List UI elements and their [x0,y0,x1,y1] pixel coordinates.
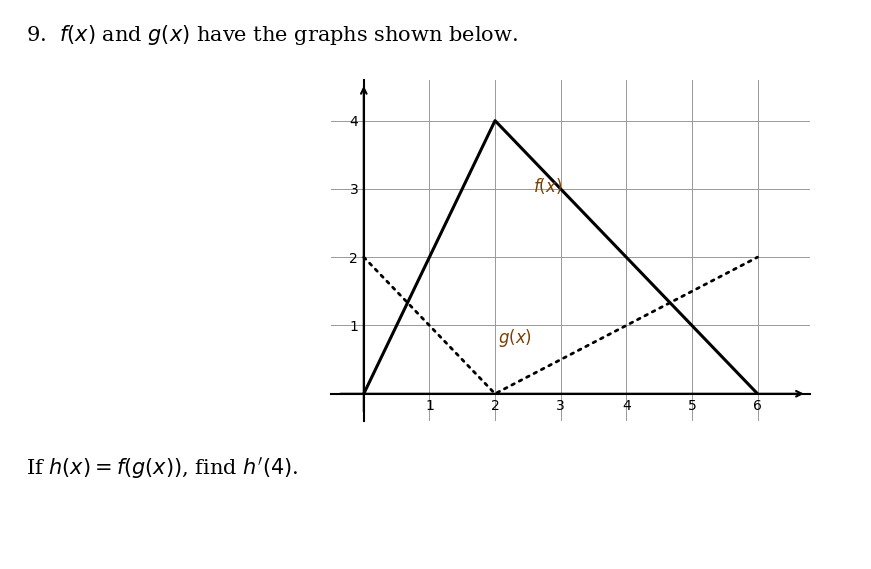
Text: If $h(x) = f(g(x))$, find $h'(4)$.: If $h(x) = f(g(x))$, find $h'(4)$. [26,455,299,481]
Text: $f(x)$: $f(x)$ [533,176,563,196]
Text: 9.  $f(x)$ and $g(x)$ have the graphs shown below.: 9. $f(x)$ and $g(x)$ have the graphs sho… [26,23,518,47]
Text: $g(x)$: $g(x)$ [498,327,532,349]
